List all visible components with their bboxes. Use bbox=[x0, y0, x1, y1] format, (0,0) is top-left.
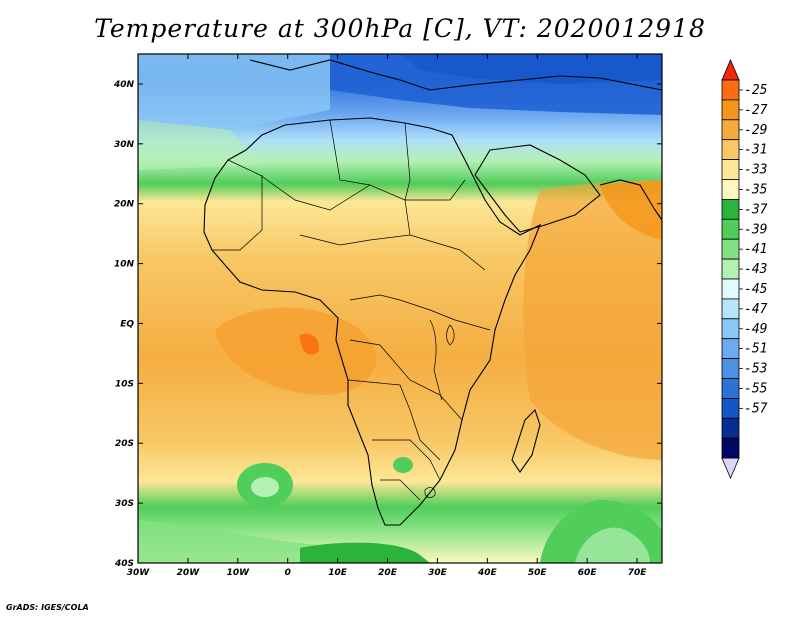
colorbar-label: -47 bbox=[744, 302, 768, 317]
lat-label: 20S bbox=[115, 439, 134, 449]
colorbar-box bbox=[721, 298, 740, 320]
map-frame bbox=[137, 53, 663, 564]
colorbar-box bbox=[721, 258, 740, 280]
latitude-labels: 40N 30N 20N 10N EQ 10S 20S 30S 40S bbox=[113, 80, 135, 569]
lat-label: 40N bbox=[113, 80, 135, 90]
madagascar-coastline bbox=[511, 408, 541, 473]
lon-label: 50E bbox=[528, 568, 548, 578]
colorbar-box bbox=[721, 358, 740, 379]
chart-title: Temperature at 300hPa [C], VT: 202001291… bbox=[94, 14, 706, 43]
lon-label: 40E bbox=[477, 568, 498, 578]
colorbar-label: -31 bbox=[744, 143, 767, 158]
colorbar-box bbox=[721, 79, 740, 101]
lat-label: 10S bbox=[115, 379, 134, 389]
axis-ticks bbox=[137, 54, 662, 564]
colorbar-box bbox=[721, 218, 740, 240]
lon-label: 0 bbox=[285, 568, 291, 578]
lon-label: 60E bbox=[578, 568, 598, 578]
temperature-field bbox=[138, 54, 662, 563]
colorbar-top-arrow bbox=[721, 58, 740, 81]
country-borders bbox=[212, 119, 491, 501]
colorbar-box bbox=[721, 397, 740, 419]
europe-coastline bbox=[249, 59, 662, 91]
colorbar-box bbox=[721, 139, 740, 160]
colorbar-box bbox=[721, 417, 740, 439]
colorbar-label: -39 bbox=[744, 222, 767, 237]
longitude-labels: 30W 20W 10W 0 10E 20E 30E 40E 50E 60E 70E bbox=[127, 568, 647, 578]
lon-label: 20W bbox=[177, 568, 201, 578]
lon-label: 70E bbox=[628, 568, 648, 578]
colorbar-box bbox=[721, 278, 740, 300]
lon-label: 20E bbox=[378, 568, 398, 578]
lat-label: 30S bbox=[115, 499, 134, 509]
colorbar-box bbox=[721, 318, 740, 340]
colorbar-box bbox=[721, 159, 740, 180]
lon-label: 30W bbox=[127, 568, 151, 578]
lat-label: 20N bbox=[114, 200, 135, 210]
colorbar-box bbox=[721, 119, 740, 141]
colorbar-label: -35 bbox=[744, 182, 768, 197]
colorbar-box bbox=[721, 179, 740, 200]
colorbar-label: -37 bbox=[744, 202, 768, 217]
colorbar-label: -49 bbox=[744, 322, 767, 337]
lat-label: 40S bbox=[114, 559, 134, 569]
colorbar-label: -27 bbox=[744, 103, 768, 118]
colorbar-box bbox=[721, 238, 740, 260]
colorbar-label: -57 bbox=[744, 401, 768, 416]
colorbar-box bbox=[721, 338, 740, 360]
arabia-coastline bbox=[474, 144, 601, 233]
colorbar-box bbox=[721, 99, 740, 121]
colorbar-box bbox=[721, 437, 740, 459]
colorbar-label: -45 bbox=[744, 282, 768, 297]
colorbar-bottom-arrow bbox=[721, 457, 740, 480]
lat-label: EQ bbox=[120, 319, 134, 329]
lat-label: 30N bbox=[114, 140, 135, 150]
colorbar-labels: -25 -27 -29 -31 -33 -35 -37 -39 -41 -43 -45 -47 -49 -… bbox=[739, 83, 768, 416]
lon-label: 30E bbox=[428, 568, 448, 578]
colorbar-label: -29 bbox=[744, 123, 767, 138]
colorbar-label: -25 bbox=[744, 83, 768, 98]
india-coastline bbox=[599, 179, 662, 221]
lon-label: 10E bbox=[328, 568, 348, 578]
colorbar-label: -55 bbox=[744, 381, 768, 396]
colorbar-label: -43 bbox=[744, 262, 767, 277]
lon-label: 10W bbox=[227, 568, 251, 578]
colorbar-box bbox=[721, 378, 740, 399]
colorbar-label: -53 bbox=[744, 362, 767, 377]
grads-credit: GrADS: IGES/COLA bbox=[6, 603, 89, 612]
lat-label: 10N bbox=[114, 260, 135, 270]
colorbar-label: -51 bbox=[744, 342, 767, 357]
colorbar-label: -41 bbox=[744, 242, 767, 257]
colorbar-label: -33 bbox=[744, 163, 767, 178]
colorbar bbox=[721, 58, 740, 480]
colorbar-box bbox=[721, 198, 740, 220]
